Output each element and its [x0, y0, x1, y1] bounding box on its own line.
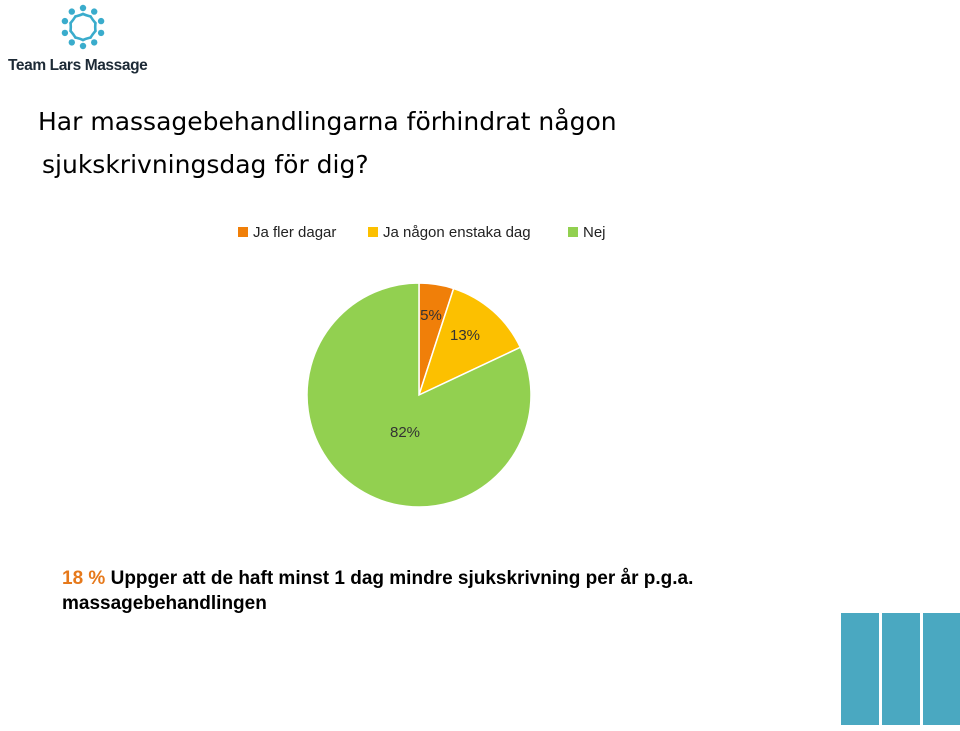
logo-figure-head [97, 29, 105, 37]
decorative-bar [923, 613, 960, 725]
legend-label: Nej [583, 224, 606, 241]
logo-figure-head [97, 17, 105, 25]
logo-figure-arm [74, 12, 85, 18]
pie-chart: 5% 13% 82% [306, 282, 532, 508]
logo-figure-head [79, 4, 87, 12]
summary-text: 18 % Uppger att de haft minst 1 dag mind… [62, 566, 902, 616]
legend-label: Ja fler dagar [253, 224, 337, 241]
pie-data-label: 13% [450, 327, 480, 344]
pie-slice-2 [417, 287, 522, 397]
brand-name: Team Lars Massage [8, 57, 148, 74]
pie-data-label: 5% [420, 307, 442, 324]
legend-item-ja-fler-dagar: Ja fler dagar [238, 224, 336, 241]
logo-figure-head [61, 17, 69, 25]
summary-highlight: 18 % [62, 568, 106, 589]
legend-swatch [368, 227, 378, 237]
legend-swatch [238, 227, 248, 237]
logo-figure-head [79, 42, 87, 50]
legend-item-nej: Nej [568, 224, 606, 241]
pie-slice-3 [306, 282, 532, 508]
logo-figure-head [91, 39, 98, 46]
decorative-bar [841, 613, 879, 725]
decorative-bar [882, 613, 920, 725]
legend-item-ja-nagon-enstaka-dag: Ja någon enstaka dag [368, 224, 531, 241]
logo-figure-head [61, 29, 69, 37]
logo-figure-head [68, 39, 75, 46]
legend-label: Ja någon enstaka dag [383, 224, 531, 241]
page-title-line1: Har massagebehandlingarna förhindrat någ… [38, 107, 617, 136]
logo-icon [61, 4, 105, 50]
summary-body: Uppger att de haft minst 1 dag mindre sj… [62, 568, 694, 614]
page-title-line2: sjukskrivningsdag för dig? [42, 150, 369, 179]
pie-data-label: 82% [390, 424, 420, 441]
legend-swatch [568, 227, 578, 237]
logo-figure-head [91, 8, 98, 15]
brand-logo: Team Lars Massage [4, 0, 164, 82]
logo-figure-head [68, 8, 75, 15]
